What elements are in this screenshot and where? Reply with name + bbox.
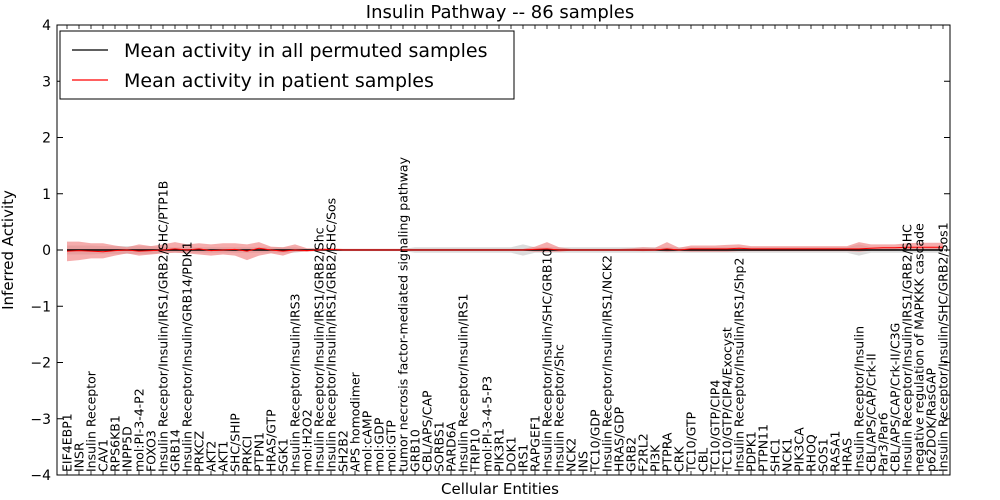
y-axis-label: Inferred Activity (0, 190, 17, 310)
legend-box (59, 30, 515, 100)
entity-label: RASA1 (828, 431, 843, 472)
entity-label: TRIP10 (468, 429, 483, 473)
entity-label: Insulin Receptor (84, 370, 99, 472)
entity-label: PDPK1 (744, 431, 759, 472)
entity-label: NCK1 (780, 438, 795, 472)
entity-label: CBL (696, 448, 711, 472)
entity-label: EIF4EBP1 (60, 413, 75, 472)
entity-label: PTPN1 (252, 432, 267, 472)
entity-label: Insulin Receptor/Insulin/GRB14/PDK1 (180, 241, 195, 472)
entity-label: PRKCI (240, 436, 255, 472)
entity-label: Insulin Receptor/Insulin/IRS1/Shp2 (732, 258, 747, 472)
entity-label: PARD6A (444, 421, 459, 472)
entity-label: RHOQ (804, 434, 819, 472)
entity-label: SHC/SHIP (228, 413, 243, 472)
entity-label: CBL/APS/CAP/Crk-II/C3G (888, 323, 903, 472)
y-tick-label: −4 (30, 468, 51, 484)
y-tick-label: 3 (42, 74, 51, 90)
entity-label: Insulin Receptor/Insulin/IRS1 (456, 294, 471, 472)
entity-label: NCK2 (564, 438, 579, 472)
entity-label: Insulin Receptor/Insulin/IRS1/GRB2/Shc (312, 227, 327, 472)
y-tick-label: −2 (30, 356, 51, 372)
line-series-1 (66, 246, 943, 253)
entity-label: INS (576, 451, 591, 472)
entity-label: TC10/GTP/CIP4/Exocyst (720, 327, 735, 473)
entity-label: Insulin Receptor/Insulin/IRS1/GRB2/SHC (900, 224, 915, 472)
entity-label: SHC1 (768, 438, 783, 472)
entity-label: Insulin Receptor/Insulin/IRS1/GRB2/SHC/P… (156, 181, 171, 472)
entity-label: tumor necrosis factor-mediated signaling… (396, 156, 411, 472)
entity-label: mol:PI-3-4-P2 (132, 388, 147, 472)
entity-label: CBL/APS/CAP/Crk-II (864, 353, 879, 472)
entity-label: DOK1 (504, 436, 519, 472)
entity-label: TC10/GTP (684, 411, 699, 473)
entity-label: RAPGEF1 (528, 415, 543, 472)
chart-title: Insulin Pathway -- 86 samples (366, 2, 634, 23)
entity-label: HRAS/GDP (612, 406, 627, 472)
entity-label: SORBS1 (432, 421, 447, 472)
entity-label: Insulin Receptor/Insulin/IRS1/NCK2 (600, 255, 615, 472)
entity-label: SH2B2 (336, 430, 351, 472)
entity-label: GRB2 (624, 437, 639, 472)
entity-label: AKT1 (216, 441, 231, 472)
y-tick-label: 0 (42, 243, 51, 259)
legend-label-patient: Mean activity in patient samples (124, 70, 434, 92)
entity-label: FOXO3 (144, 430, 159, 472)
legend-label-permuted: Mean activity in all permuted samples (124, 40, 487, 62)
entity-label: PTPN11 (756, 424, 771, 472)
entity-label: TC10/GTP/CIP4 (708, 380, 723, 473)
entity-label: Insulin Receptor/Insulin/SHC/GRB2/Sos1 (936, 222, 951, 472)
entity-label: Insulin Receptor/Insulin/SHC/GRB10 (540, 249, 555, 472)
entity-label: SOS1 (816, 438, 831, 472)
entity-label: HRAS (840, 438, 855, 472)
y-tick-label: 4 (42, 18, 51, 34)
entity-label: APS homodimer (348, 371, 363, 472)
entity-label: RPS6KB1 (108, 415, 123, 472)
entity-label: Insulin Receptor/Insulin/IRS1/GRB2/SHC/S… (324, 198, 339, 472)
entity-label: PIK3CA (792, 427, 807, 472)
entity-label: mol:H2O2 (300, 409, 315, 472)
entity-label: PTPRA (660, 432, 675, 472)
entity-label: SGK1 (276, 438, 291, 472)
entity-label: CAV1 (96, 439, 111, 472)
entity-label: p62DOK/RasGAP (924, 367, 939, 472)
entity-label: Insulin Receptor/Insulin/IRS3 (288, 294, 303, 472)
entity-label: PRKCZ (192, 431, 207, 472)
entity-label: CBL/APS/CAP (420, 390, 435, 472)
entity-label: Insulin Receptor/Insulin (852, 326, 867, 472)
entity-label: TC10/GDP (588, 409, 603, 473)
legend: Mean activity in all permuted samples Me… (59, 30, 515, 100)
entity-label: PI3K (648, 444, 663, 472)
series-lines (66, 246, 943, 253)
y-tick-label: −3 (30, 412, 51, 428)
entity-label: CRK (672, 446, 687, 472)
entity-label: INSR (72, 442, 87, 472)
entity-label: INPP5D (120, 426, 135, 472)
x-axis-label: Cellular Entities (441, 480, 559, 498)
entity-label: mol:cAMP (360, 410, 375, 472)
band-series-1 (67, 241, 943, 262)
entity-label: mol:GTP (384, 420, 399, 472)
entity-label: GRB10 (408, 429, 423, 472)
entity-label: Insulin Receptor/Shc (552, 344, 567, 472)
entity-label: PIK3R1 (492, 428, 507, 472)
entity-label: GRB14 (168, 429, 183, 472)
entity-label: AKT2 (204, 441, 219, 472)
y-axis-ticks: 4 3 2 1 0 −1 −2 −3 −4 (30, 18, 950, 484)
entity-label: IRS1 (516, 444, 531, 472)
y-tick-label: 2 (42, 131, 51, 147)
entity-label: negative regulation of MAPKKK cascade (912, 223, 927, 472)
entity-label: mol:GDP (372, 417, 387, 472)
entity-label: F2RL2 (636, 433, 651, 472)
y-tick-label: −1 (30, 299, 51, 315)
entity-label: Par3/Par6 (876, 412, 891, 472)
entity-label: mol:PI-3-4-5-P3 (480, 376, 495, 472)
entity-label: HRAS/GTP (264, 409, 279, 472)
y-tick-label: 1 (42, 187, 51, 203)
